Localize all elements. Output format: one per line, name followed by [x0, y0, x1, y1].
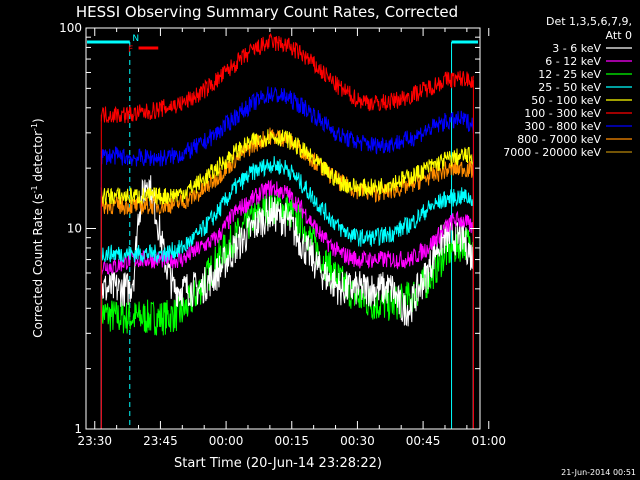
- legend-label-7: 800 - 7000 keV: [517, 133, 601, 146]
- flare-flag-label: F: [128, 45, 133, 55]
- series-line-6: [100, 86, 474, 167]
- night-flag-label: N: [132, 34, 139, 44]
- series-edge-5: [100, 80, 474, 429]
- series-edge-2: [100, 242, 474, 429]
- x-axis: 23:30 23:45 00:00 00:15 00:30 00:45 01:00: [77, 28, 506, 448]
- legend-header-line1: Det 1,3,5,6,7,9,: [546, 15, 632, 28]
- y-tick-label-2: 1: [74, 422, 82, 436]
- legend-label-2: 12 - 25 keV: [538, 68, 601, 81]
- y-axis-label: Corrected Count Rate (s-1 detector-1): [30, 118, 45, 337]
- legend-label-6: 300 - 800 keV: [524, 120, 601, 133]
- series-line-0: [100, 175, 474, 327]
- legend-label-4: 50 - 100 keV: [531, 94, 601, 107]
- series-line-3: [100, 156, 474, 264]
- x-tick-label-1: 23:45: [143, 434, 178, 448]
- legend-label-1: 6 - 12 keV: [545, 55, 601, 68]
- y-tick-label-0: 100: [59, 21, 82, 35]
- footer-timestamp: 21-Jun-2014 00:51: [561, 468, 636, 477]
- legend-label-3: 25 - 50 keV: [538, 81, 601, 94]
- y-tick-label-1: 10: [67, 222, 82, 236]
- x-tick-label-3: 00:15: [274, 434, 309, 448]
- legend-label-0: 3 - 6 keV: [552, 42, 601, 55]
- x-tick-label-6: 01:00: [471, 434, 506, 448]
- x-tick-label-0: 23:30: [77, 434, 112, 448]
- x-axis-label: Start Time (20-Jun-14 23:28:22): [174, 456, 382, 471]
- series-line-4: [100, 129, 474, 205]
- series-layer: [100, 33, 474, 429]
- x-tick-label-5: 00:45: [406, 434, 441, 448]
- series-line-5: [100, 33, 474, 124]
- legend-header-line2: Att 0: [606, 29, 632, 42]
- chart-title: HESSI Observing Summary Count Rates, Cor…: [76, 3, 458, 21]
- x-tick-label-4: 00:30: [340, 434, 375, 448]
- legend-label-5: 100 - 300 keV: [524, 107, 601, 120]
- legend-label-8: 7000 - 20000 keV: [503, 146, 601, 159]
- y-axis: 100 10 1: [59, 21, 480, 436]
- x-tick-label-2: 00:00: [209, 434, 244, 448]
